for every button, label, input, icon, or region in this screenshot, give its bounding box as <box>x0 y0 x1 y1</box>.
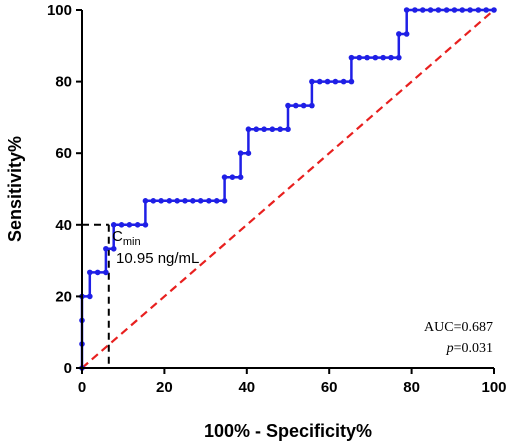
x-tick-label: 100 <box>481 379 506 396</box>
x-tick-label: 0 <box>78 379 86 396</box>
x-axis-title: 100% - Specificity% <box>204 421 372 441</box>
cutoff-label: Cmin <box>112 228 141 248</box>
roc-point <box>475 7 482 13</box>
roc-point <box>380 54 386 61</box>
y-tick-label: 100 <box>47 2 72 19</box>
roc-point <box>419 7 426 13</box>
roc-point <box>332 78 339 85</box>
roc-point <box>197 198 204 204</box>
roc-point <box>245 126 252 133</box>
roc-point <box>293 102 299 109</box>
roc-point <box>451 7 458 13</box>
roc-point <box>94 269 101 276</box>
roc-point <box>166 198 173 204</box>
roc-point <box>483 7 489 13</box>
roc-point <box>269 126 276 133</box>
roc-point <box>158 198 164 204</box>
roc-point <box>237 174 244 180</box>
x-ticks: 0 20 40 60 80 100 <box>78 368 507 396</box>
roc-point <box>174 198 180 204</box>
roc-point <box>213 198 220 204</box>
y-tick-label: 40 <box>55 217 72 234</box>
roc-point <box>427 7 434 13</box>
cutoff-label-sub: min <box>123 236 141 248</box>
roc-point <box>364 54 370 61</box>
roc-point <box>459 7 466 13</box>
p-symbol: p <box>446 341 454 356</box>
y-tick-label: 80 <box>55 74 72 91</box>
roc-point <box>87 269 93 276</box>
roc-point <box>221 198 228 204</box>
roc-point <box>316 78 323 85</box>
roc-point <box>150 198 157 204</box>
roc-point <box>142 198 149 204</box>
y-tick-label: 0 <box>64 360 72 377</box>
roc-point <box>103 245 109 252</box>
roc-point <box>300 102 307 109</box>
roc-point <box>356 54 363 61</box>
x-tick-label: 60 <box>321 379 338 396</box>
y-axis-title: Sensitivity% <box>5 136 25 242</box>
x-tick-label: 40 <box>238 379 255 396</box>
p-value: =0.031 <box>454 341 493 356</box>
roc-point <box>237 150 244 156</box>
roc-point <box>340 78 347 85</box>
roc-point <box>403 7 410 13</box>
p-value-label: p=0.031 <box>446 341 493 356</box>
roc-point <box>118 222 125 228</box>
roc-point <box>309 102 315 109</box>
auc-label: AUC=0.687 <box>424 320 493 335</box>
roc-point <box>229 174 236 180</box>
roc-point <box>253 126 260 133</box>
roc-point <box>190 198 196 204</box>
x-tick-label: 80 <box>403 379 420 396</box>
roc-point <box>309 78 315 85</box>
y-ticks: 0 20 40 60 80 100 <box>47 2 82 377</box>
roc-point <box>396 54 402 61</box>
cutoff-label-main: C <box>112 228 123 245</box>
roc-point <box>245 150 252 156</box>
roc-point <box>142 222 149 228</box>
roc-point <box>324 78 331 85</box>
roc-point <box>285 126 291 133</box>
roc-point <box>443 7 450 13</box>
roc-points <box>79 7 497 371</box>
roc-point <box>412 7 418 13</box>
roc-point <box>221 174 228 180</box>
roc-point <box>467 7 473 13</box>
roc-point <box>285 102 291 109</box>
roc-point <box>87 293 93 300</box>
roc-point <box>277 126 283 133</box>
roc-point <box>134 222 141 228</box>
roc-point <box>110 245 117 252</box>
roc-point <box>206 198 212 204</box>
reference-diagonal-line <box>81 9 495 369</box>
y-tick-label: 20 <box>55 288 72 305</box>
roc-point <box>388 54 394 61</box>
cutoff-value-label: 10.95 ng/mL <box>116 250 199 267</box>
roc-point <box>403 31 410 37</box>
roc-point <box>182 198 188 204</box>
roc-point <box>372 54 379 61</box>
roc-point <box>435 7 442 13</box>
roc-point <box>491 7 497 13</box>
roc-point <box>396 31 402 37</box>
roc-point <box>126 222 133 228</box>
roc-point <box>348 54 355 61</box>
roc-point <box>261 126 267 133</box>
roc-point <box>348 78 355 85</box>
x-tick-label: 20 <box>156 379 173 396</box>
y-tick-label: 60 <box>55 145 72 162</box>
roc-point <box>110 222 117 228</box>
roc-point <box>103 269 109 276</box>
